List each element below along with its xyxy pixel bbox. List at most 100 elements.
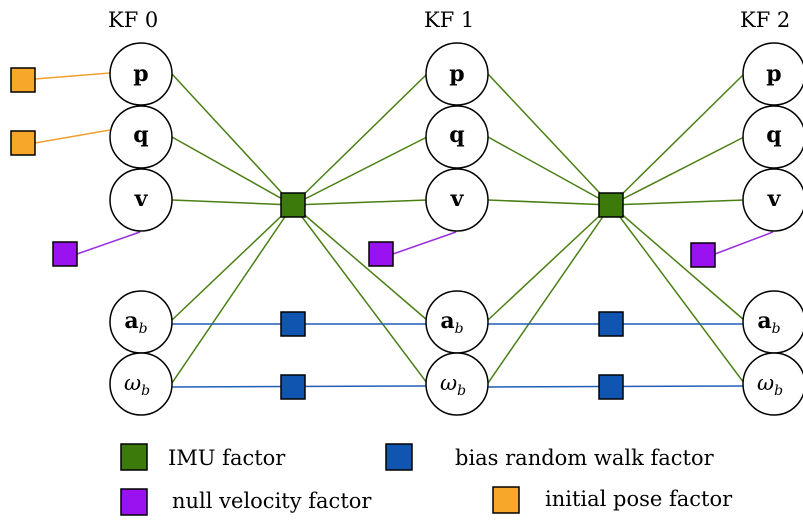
imu-edge (292, 199, 428, 206)
svg-text:ab: ab (440, 308, 463, 337)
node-q: q (742, 105, 803, 169)
node-v: v (742, 168, 803, 232)
null-velocity-edge-kf1 (392, 231, 457, 255)
node-label: p (766, 61, 781, 87)
node-accel-bias: ab (425, 290, 489, 354)
imu-factor (598, 192, 624, 218)
null-velocity-edge-kf2 (714, 231, 774, 255)
imu-edge (610, 136, 745, 206)
node-subscript: b (139, 321, 148, 337)
node-v: v (425, 168, 489, 232)
imu-edge (292, 204, 428, 321)
legend-item-imu: IMU factor (120, 443, 286, 471)
keyframe-title: KF 2 (740, 8, 790, 32)
node-label: v (134, 186, 149, 212)
node-label: v (767, 186, 782, 212)
keyframe-2: KF 2 p q v ab ωb (740, 8, 803, 416)
keyframe-1: KF 1 p q v ab ωb (424, 8, 489, 416)
imu-edge (610, 204, 745, 384)
node-label: q (133, 122, 148, 148)
legend-label: IMU factor (168, 446, 286, 470)
node-accel-bias: ab (109, 290, 173, 354)
null-velocity-edge-kf0 (76, 231, 141, 255)
initial-pose-factor (10, 130, 36, 156)
node-subscript: b (772, 321, 781, 337)
node-label: v (450, 186, 465, 212)
legend-item-initial-pose: initial pose factor (492, 486, 733, 514)
legend-label: initial pose factor (545, 487, 733, 511)
node-gyro-bias: ωb (742, 352, 803, 416)
legend-item-bias: bias random walk factor (385, 443, 715, 471)
node-p: p (742, 42, 803, 106)
node-q: q (109, 105, 173, 169)
initial-pose-edge-q (34, 129, 111, 144)
imu-edge (487, 204, 612, 321)
keyframe-title: KF 1 (424, 8, 474, 32)
imu-edge (171, 73, 294, 206)
imu-edge (292, 204, 428, 384)
svg-text:ωb: ωb (440, 371, 466, 399)
null-velocity-factor (52, 241, 78, 267)
legend-swatch (492, 486, 520, 514)
node-label: p (133, 61, 148, 87)
legend-swatch (120, 443, 148, 471)
legend-item-null-velocity: null velocity factor (120, 488, 372, 516)
node-gyro-bias: ωb (109, 352, 173, 416)
imu-edge (171, 204, 294, 384)
node-p: p (109, 42, 173, 106)
node-q: q (425, 105, 489, 169)
node-subscript: b (455, 321, 464, 337)
legend-swatch (120, 488, 148, 516)
imu-edge (610, 73, 745, 206)
edges (34, 72, 774, 388)
null-velocity-factor (368, 241, 394, 267)
svg-text:ab: ab (124, 308, 147, 337)
node-label: a (440, 308, 454, 334)
bias-random-walk-factor (598, 311, 624, 337)
node-label: q (766, 122, 781, 148)
imu-edge (171, 199, 294, 206)
keyframe-title: KF 0 (108, 8, 158, 32)
legend-swatch (385, 443, 413, 471)
node-label: ω (757, 371, 774, 395)
bias-random-walk-factor (280, 374, 306, 400)
legend-label: bias random walk factor (455, 446, 715, 470)
imu-edge (171, 204, 294, 321)
node-label: ω (124, 371, 141, 395)
node-subscript: b (457, 383, 466, 399)
imu-edge (610, 199, 745, 206)
keyframe-0: KF 0 p q v ab ωb (108, 8, 173, 416)
node-accel-bias: ab (742, 290, 803, 354)
node-p: p (425, 42, 489, 106)
legend-label: null velocity factor (172, 489, 372, 513)
node-label: a (124, 308, 138, 334)
svg-text:ab: ab (757, 308, 780, 337)
node-v: v (109, 168, 173, 232)
null-velocity-factor (690, 242, 716, 268)
imu-factor (280, 192, 306, 218)
node-subscript: b (774, 383, 783, 399)
node-label: q (449, 122, 464, 148)
node-subscript: b (141, 383, 150, 399)
imu-edge (171, 136, 294, 206)
bias-random-walk-factor (280, 311, 306, 337)
node-gyro-bias: ωb (425, 352, 489, 416)
legend: IMU factor bias random walk factor null … (120, 443, 733, 516)
imu-edge (292, 136, 428, 206)
initial-pose-factor (10, 67, 36, 93)
imu-edge (487, 136, 612, 206)
imu-edge (610, 204, 745, 321)
imu-edge (487, 204, 612, 384)
bias-random-walk-factor (598, 374, 624, 400)
initial-pose-edge-p (34, 72, 111, 80)
svg-text:ωb: ωb (757, 371, 783, 399)
imu-edge (487, 199, 612, 206)
factors (10, 67, 716, 400)
node-label: p (449, 61, 464, 87)
imu-edge (292, 73, 428, 206)
svg-text:ωb: ωb (124, 371, 150, 399)
node-label: ω (440, 371, 457, 395)
node-label: a (757, 308, 771, 334)
imu-edge (487, 73, 612, 206)
